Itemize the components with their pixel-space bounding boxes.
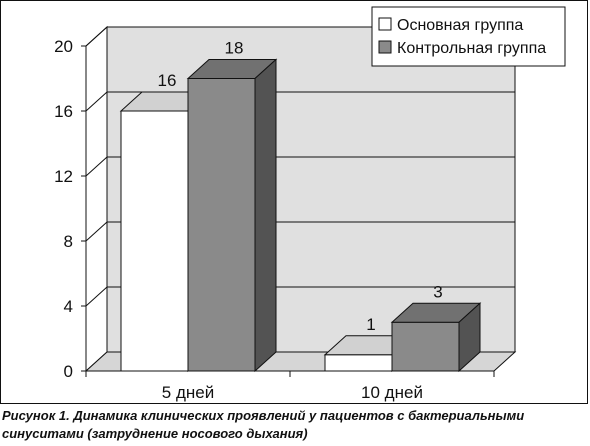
chart-frame: 0 4 8 12 16 20 5 дней 10 дней 16 18 1 3 Основная гру… — [0, 0, 588, 404]
gridline — [85, 156, 515, 177]
bar-side — [254, 58, 277, 373]
y-tick-label: 12 — [54, 167, 73, 186]
bar-value-label: 1 — [366, 315, 375, 334]
legend-swatch — [378, 40, 392, 54]
bar-front — [324, 354, 393, 372]
bar-front — [120, 110, 189, 372]
legend-swatch — [378, 17, 392, 31]
bar-value-label: 16 — [158, 71, 177, 90]
y-tick-label: 20 — [54, 37, 73, 56]
gridline — [85, 91, 515, 112]
legend-label: Контрольная группа — [397, 40, 546, 57]
y-tick-label: 0 — [64, 362, 73, 381]
x-tick-label: 10 дней — [361, 383, 423, 402]
bar-value-label: 18 — [225, 39, 244, 58]
figure-caption: Рисунок 1. Динамика клинических проявлен… — [2, 408, 525, 441]
bar-front — [187, 78, 256, 372]
y-tick-label: 16 — [54, 102, 73, 121]
bar-side — [458, 302, 481, 373]
gridline — [85, 286, 515, 307]
bar-front — [391, 321, 460, 372]
y-tick-label: 8 — [64, 232, 73, 251]
legend-label: Основная группа — [397, 17, 523, 34]
side-wall — [85, 25, 108, 373]
gridline — [85, 221, 515, 242]
bar-chart: 0 4 8 12 16 20 5 дней 10 дней 16 18 1 3 Основная гру… — [54, 6, 566, 402]
x-tick-label: 5 дней — [162, 383, 214, 402]
y-tick-label: 4 — [64, 297, 73, 316]
bar-value-label: 3 — [433, 282, 442, 301]
legend-box — [371, 6, 566, 67]
